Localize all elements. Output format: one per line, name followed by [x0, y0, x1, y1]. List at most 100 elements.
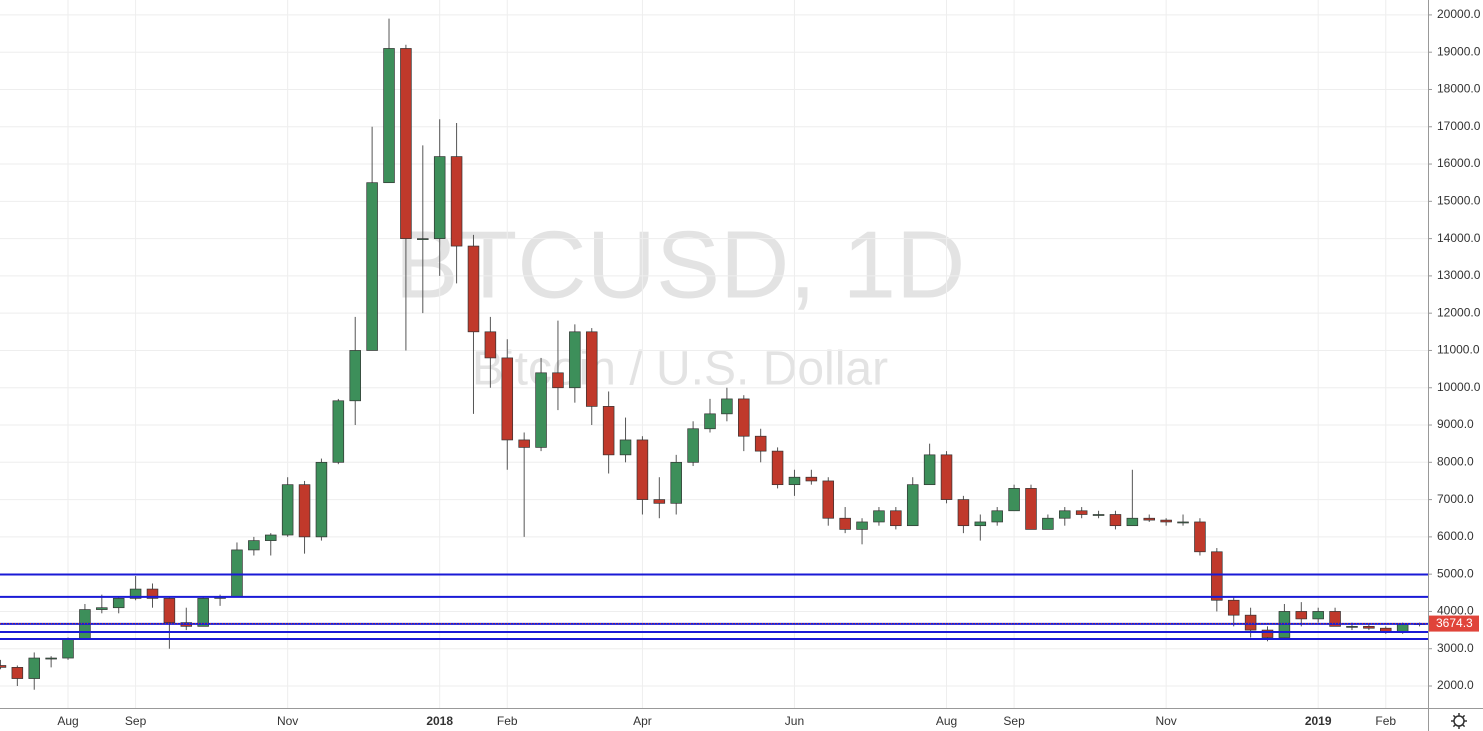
candle-body — [1346, 626, 1358, 628]
candle-body — [1092, 514, 1105, 516]
candle-body — [467, 245, 480, 333]
candle-body — [738, 398, 750, 437]
candle-body — [450, 156, 463, 247]
candle-body — [112, 598, 125, 609]
x-tick-label: Sep — [1003, 714, 1025, 728]
candle-body — [45, 657, 57, 660]
candle-body — [906, 484, 919, 527]
candle-body — [197, 598, 209, 627]
candle-body — [569, 331, 581, 389]
x-tick-label: Aug — [57, 714, 78, 728]
y-tick-label: 7000.0 — [1437, 492, 1474, 506]
y-tick-label: 9000.0 — [1437, 417, 1474, 431]
x-tick-label: Apr — [633, 714, 652, 728]
candle-body — [754, 435, 767, 452]
candle-body — [163, 598, 176, 623]
candle-body — [383, 48, 395, 184]
candle-body — [1025, 488, 1037, 530]
candle-body — [96, 607, 108, 610]
y-tick-label: 6000.0 — [1437, 529, 1474, 543]
y-tick-label: 16000.0 — [1437, 156, 1481, 170]
candle-body — [1227, 599, 1240, 616]
candle-body — [11, 667, 24, 679]
candle-body — [1396, 624, 1409, 633]
y-tick-label: 8000.0 — [1437, 454, 1474, 468]
candle-body — [0, 665, 7, 668]
candle-body — [248, 540, 260, 551]
candle-body — [1126, 517, 1139, 527]
candle-body — [940, 454, 953, 500]
candle-body — [1211, 551, 1223, 601]
x-tick-label: Nov — [277, 714, 298, 728]
x-tick-label: Sep — [125, 714, 147, 728]
candle-body — [856, 521, 868, 530]
candle-body — [805, 476, 818, 482]
candle-body — [1042, 517, 1054, 530]
candle-body — [484, 331, 497, 359]
y-tick-label: 14000.0 — [1437, 231, 1481, 245]
candle-body — [298, 484, 311, 538]
candle-body — [231, 549, 243, 597]
candle-body — [923, 454, 936, 486]
y-tick-label: 19000.0 — [1437, 44, 1481, 58]
candle-body — [890, 510, 902, 527]
candle-body — [1194, 521, 1206, 553]
candle-body — [957, 499, 970, 527]
candle-body — [704, 413, 716, 430]
candle-body — [1261, 629, 1274, 638]
candle-body — [366, 182, 378, 351]
candle-body — [552, 372, 564, 389]
candle-body — [636, 439, 649, 500]
candle-body — [1109, 514, 1122, 527]
candle-body — [1160, 519, 1172, 523]
y-tick-label: 11000.0 — [1437, 343, 1480, 357]
y-tick-label: 5000.0 — [1437, 566, 1474, 580]
candle-body — [653, 499, 666, 504]
candle-body — [1059, 510, 1071, 519]
y-tick-label: 18000.0 — [1437, 82, 1481, 96]
y-tick-label: 17000.0 — [1437, 119, 1481, 133]
candle-body — [1295, 611, 1308, 620]
x-tick-label: 2018 — [426, 714, 453, 728]
x-tick-label: Feb — [1375, 714, 1396, 728]
candle-body — [788, 476, 801, 486]
candle-body — [1177, 521, 1189, 524]
y-tick-label: 10000.0 — [1437, 380, 1481, 394]
last-price-box — [1429, 615, 1479, 632]
candle-body — [602, 406, 615, 456]
candle-body — [281, 484, 294, 536]
y-tick-label: 12000.0 — [1437, 305, 1481, 319]
x-tick-label: Feb — [497, 714, 518, 728]
candle-body — [146, 588, 159, 599]
candle-body — [1312, 611, 1324, 620]
candle-body — [501, 357, 514, 441]
candle-body — [433, 156, 446, 239]
candle-body — [839, 517, 851, 530]
candle-body — [62, 639, 74, 659]
watermark-title: BTCUSD, 1D — [395, 211, 966, 318]
x-tick-label: Aug — [936, 714, 957, 728]
gear-teeth[interactable] — [1451, 713, 1467, 729]
candle-body — [1143, 517, 1156, 521]
candle-body — [535, 372, 547, 448]
y-tick-label: 2000.0 — [1437, 678, 1474, 692]
candle-body — [721, 398, 733, 415]
candle-body — [1244, 614, 1257, 631]
x-tick-label: Nov — [1155, 714, 1176, 728]
last-price-label: 3674.3 — [1436, 616, 1473, 630]
x-tick-label: 2019 — [1305, 714, 1332, 728]
candle-body — [315, 461, 328, 538]
x-tick-label: Jun — [785, 714, 804, 728]
candle-body — [585, 331, 598, 407]
candle-body — [28, 657, 40, 679]
candle-body — [264, 534, 277, 541]
candle-body — [991, 510, 1003, 523]
y-tick-label: 4000.0 — [1437, 604, 1474, 618]
candle-body — [1329, 611, 1341, 627]
settings-icon[interactable] — [1451, 713, 1467, 729]
y-tick-label: 13000.0 — [1437, 268, 1481, 282]
y-tick-label: 15000.0 — [1437, 193, 1481, 207]
candle-body — [417, 238, 429, 240]
candle-body — [349, 350, 361, 402]
